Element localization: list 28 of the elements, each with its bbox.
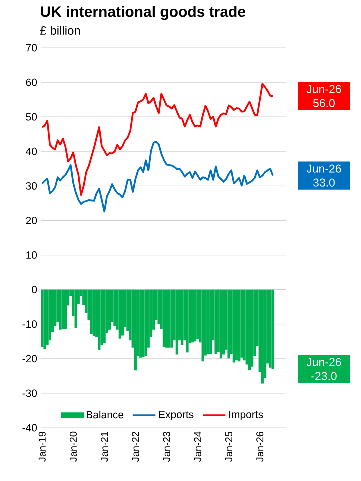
x-tick-label: Jan-20 [70,432,78,462]
annotation: Jun-26 56.0 [306,85,342,108]
chart-title: UK international goods trade [41,6,246,20]
x-tick-label: Jan-26 [256,432,264,462]
y-tick-label: -10 [22,320,38,328]
y-tick-label: 30 [26,182,38,190]
legend-label: Exports [159,411,194,421]
y-tick-label: -40 [22,424,38,432]
chart-subtitle: £ billion [40,26,80,36]
y-tick-label: 10 [26,252,38,259]
y-tick-label: -20 [22,355,38,363]
y-tick-label: 60 [26,78,38,86]
x-tick-label: Jan-24 [194,432,202,462]
annotation: Jun-26 -23.0 [306,358,342,380]
y-tick-label: 40 [26,148,38,156]
y-tick-label: -30 [22,390,38,398]
y-tick-label: 0 [32,286,38,294]
x-tick-label: Jan-19 [38,432,46,462]
legend-label: Imports [230,411,264,421]
x-tick-label: Jan-25 [225,432,233,462]
x-tick-label: Jan-23 [163,432,170,462]
y-tick-label: 50 [26,113,38,121]
annotation: Jun-26 33.0 [306,164,342,187]
x-tick-label: Jan-21 [101,432,108,462]
y-tick-label: 20 [26,217,38,224]
legend-label: Balance [86,410,124,419]
y-tick-label: 70 [26,44,38,52]
x-tick-label: Jan-22 [132,432,140,462]
